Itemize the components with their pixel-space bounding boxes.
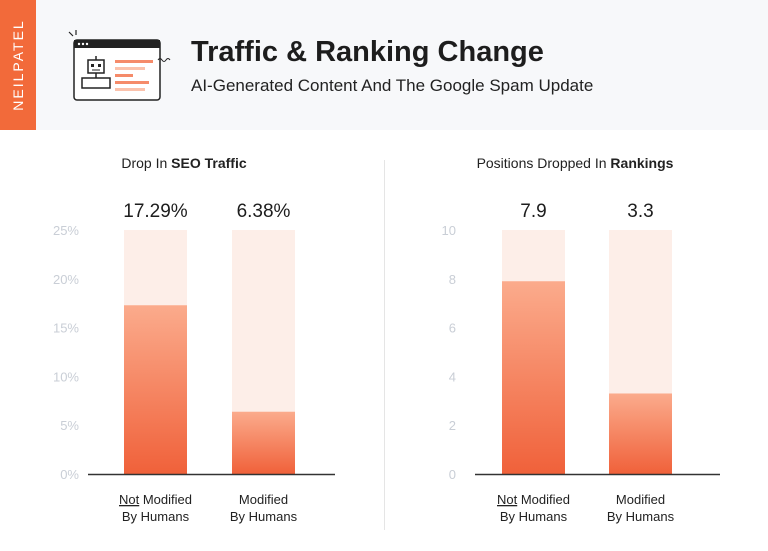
chart-title: Positions Dropped In Rankings [477,155,674,171]
page-title: Traffic & Ranking Change [191,36,544,68]
y-tick-label: 25% [53,223,79,238]
data-label: 17.29% [123,201,188,222]
page-subtitle: AI-Generated Content And The Google Spam… [191,76,594,95]
x-tick-label-line2: By Humans [122,509,190,524]
header: NEILPATEL Traffic & Ranking Change AI-Ge… [0,0,768,130]
y-tick-label: 0 [449,467,456,482]
x-tick-label-text: Modified [517,492,570,507]
x-tick-label: Modified [616,492,665,507]
seo-traffic-chart: Drop In SEO Traffic 0% 5% 10% 15% 20% 25% 17.29… [53,155,335,524]
y-tick-label: 8 [449,272,456,287]
data-label: 7.9 [520,201,546,222]
bar [609,393,672,474]
y-tick-label: 5% [60,418,79,433]
bar [232,411,295,474]
x-tick-label: Modified [239,492,288,507]
x-tick-label-underlined: Not [497,492,518,507]
chart-title-plain: Positions Dropped In [477,155,611,171]
divider [384,160,385,530]
y-tick-label: 10 [442,223,456,238]
brand-logo: NEILPATEL [0,0,36,130]
chart-title: Drop In SEO Traffic [121,155,246,171]
robot-browser-icon [68,30,171,101]
x-tick-label: Not Modified [497,492,570,507]
y-tick-label: 4 [449,369,456,384]
data-label: 3.3 [627,201,653,222]
data-label: 6.38% [237,201,291,222]
x-tick-label-text: Modified [239,492,288,507]
x-tick-label-text: Modified [139,492,192,507]
y-tick-label: 6 [449,321,456,336]
x-tick-label-underlined: Not [119,492,140,507]
y-tick-label: 2 [449,418,456,433]
rankings-chart: Positions Dropped In Rankings 0 2 4 6 8 10 7.9 N… [442,155,720,524]
y-tick-label: 10% [53,369,79,384]
x-tick-label-line2: By Humans [500,509,568,524]
chart-title-plain: Drop In [121,155,171,171]
bar [124,305,187,474]
y-tick-label: 0% [60,467,79,482]
x-tick-label-line2: By Humans [607,509,675,524]
bar [502,281,565,474]
x-tick-label-line2: By Humans [230,509,298,524]
chart-title-bold: Rankings [610,155,673,171]
y-tick-label: 20% [53,272,79,287]
x-tick-label-text: Modified [616,492,665,507]
x-tick-label: Not Modified [119,492,192,507]
y-tick-label: 15% [53,321,79,336]
chart-title-bold: SEO Traffic [171,155,247,171]
